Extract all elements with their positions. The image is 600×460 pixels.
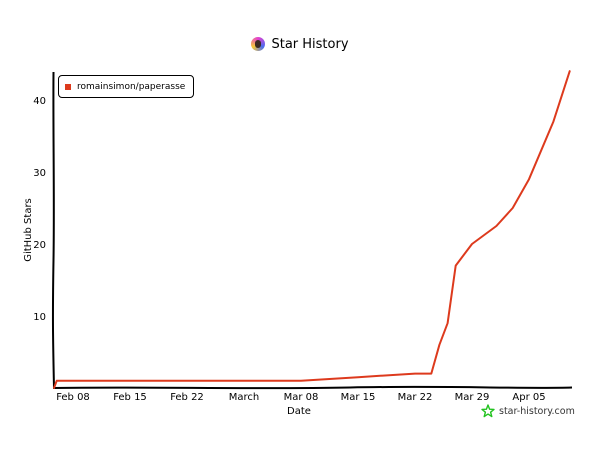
chart-title: Star History [251,36,349,52]
watermark-label: star-history.com [499,405,575,417]
y-tick-label: 30 [33,168,46,179]
legend: romainsimon/paperasse [58,75,195,98]
watermark[interactable]: star-history.com [481,404,575,418]
y-tick-label: 40 [33,96,46,107]
user-avatar-icon [251,37,266,51]
legend-swatch [65,83,71,90]
chart-title-text: Star History [271,36,349,52]
x-tick-label: Feb 15 [113,392,147,403]
x-axis-label: Date [287,406,311,417]
x-tick-label: Mar 29 [455,392,490,403]
chart-title-wrap: Star History [0,36,600,55]
legend-label: romainsimon/paperasse [77,81,186,92]
y-axis-label: GitHub Stars [23,198,34,262]
y-tick-labels: 10 20 30 40 [33,96,46,323]
x-tick-label: Mar 22 [398,392,433,403]
x-tick-label: March [229,392,259,403]
y-tick-label: 10 [33,312,46,323]
y-tick-label: 20 [33,240,46,251]
x-tick-label: Feb 22 [170,392,204,403]
x-tick-label: Mar 15 [341,392,376,403]
y-axis [51,71,55,389]
x-axis [52,385,573,390]
x-tick-label: Feb 08 [56,392,90,403]
star-icon [481,404,495,418]
x-tick-label: Mar 08 [284,392,319,403]
series-line-paperasse [53,70,571,389]
x-tick-labels: Feb 08 Feb 15 Feb 22 March Mar 08 Mar 15 Mar 2… [56,392,545,403]
x-tick-label: Apr 05 [512,392,545,403]
